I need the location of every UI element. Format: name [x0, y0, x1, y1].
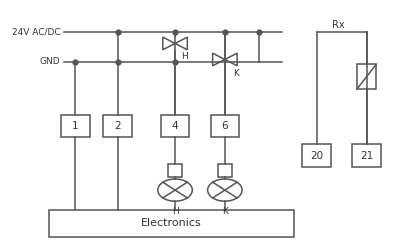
- Bar: [103, 115, 132, 137]
- Text: 24V AC/DC: 24V AC/DC: [12, 28, 60, 37]
- Text: 6: 6: [222, 121, 228, 131]
- Bar: [357, 65, 376, 89]
- Bar: [168, 164, 182, 176]
- Text: GND: GND: [40, 57, 60, 67]
- Bar: [210, 115, 239, 137]
- Bar: [61, 115, 90, 137]
- Bar: [352, 144, 381, 167]
- Text: K: K: [222, 207, 228, 216]
- Text: 4: 4: [172, 121, 178, 131]
- Text: H: H: [181, 52, 188, 61]
- Bar: [49, 210, 294, 237]
- Text: 2: 2: [114, 121, 121, 131]
- Bar: [218, 164, 232, 176]
- Text: Electronics: Electronics: [141, 218, 202, 228]
- Text: 21: 21: [360, 151, 373, 161]
- Text: Rx: Rx: [332, 20, 344, 30]
- Text: 20: 20: [310, 151, 323, 161]
- Text: 1: 1: [72, 121, 79, 131]
- Bar: [302, 144, 331, 167]
- Text: K: K: [233, 69, 238, 78]
- Text: H: H: [172, 207, 178, 216]
- Bar: [161, 115, 190, 137]
